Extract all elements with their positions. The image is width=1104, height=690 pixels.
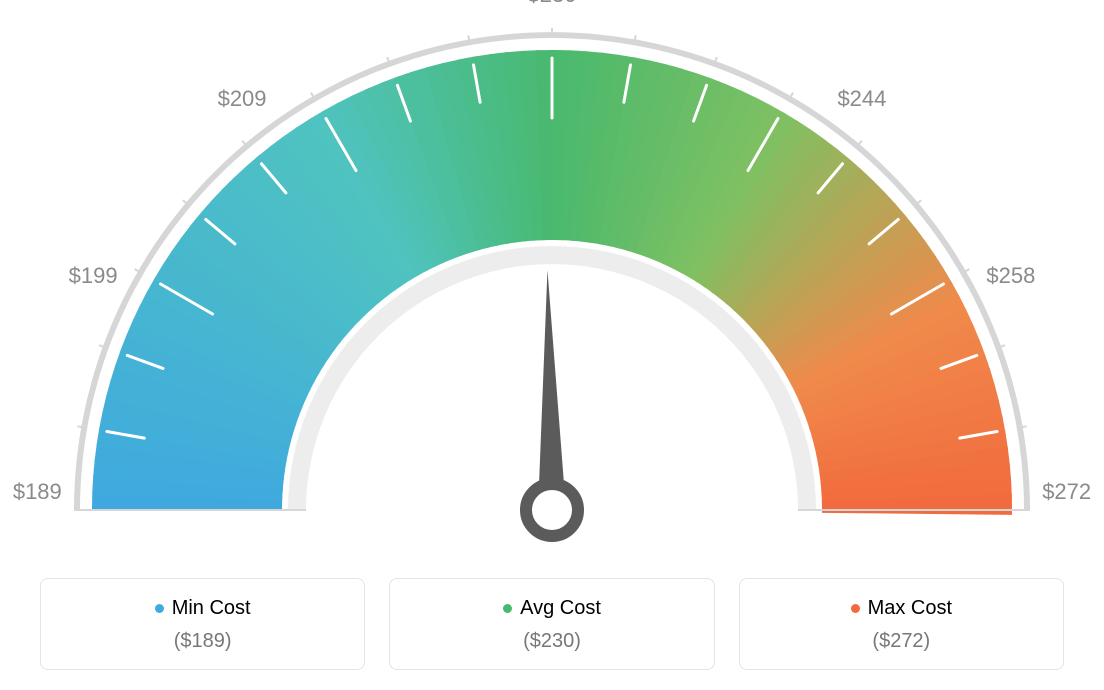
gauge-tick-label: $244 <box>837 86 886 112</box>
gauge-needle <box>538 270 566 510</box>
legend-avg: Avg Cost ($230) <box>389 578 714 670</box>
legend-min-label-row: Min Cost <box>155 597 251 620</box>
gauge-tick-label: $209 <box>218 86 267 112</box>
gauge-chart-container: $189 $199 $209 $230 $244 $258 $272 Min Cost ($… <box>0 0 1104 690</box>
legend-min-dot <box>155 604 164 613</box>
gauge-needle-hub <box>526 484 578 536</box>
legend-row: Min Cost ($189) Avg Cost ($230) Max Cost… <box>40 578 1064 670</box>
legend-min-label: Min Cost <box>172 597 251 620</box>
legend-max-dot <box>851 604 860 613</box>
legend-avg-value: ($230) <box>400 630 703 653</box>
gauge-tick-label: $199 <box>69 263 118 289</box>
legend-max: Max Cost ($272) <box>739 578 1064 670</box>
gauge-svg <box>0 0 1104 560</box>
legend-min: Min Cost ($189) <box>40 578 365 670</box>
legend-min-value: ($189) <box>51 630 354 653</box>
gauge-area: $189 $199 $209 $230 $244 $258 $272 <box>0 0 1104 560</box>
gauge-tick-label: $189 <box>13 479 62 505</box>
legend-avg-label: Avg Cost <box>520 597 601 620</box>
legend-avg-dot <box>503 604 512 613</box>
gauge-tick-label: $272 <box>1042 479 1091 505</box>
gauge-tick-label: $230 <box>528 0 577 8</box>
legend-max-value: ($272) <box>750 630 1053 653</box>
legend-max-label-row: Max Cost <box>851 597 952 620</box>
legend-max-label: Max Cost <box>868 597 952 620</box>
legend-avg-label-row: Avg Cost <box>503 597 601 620</box>
gauge-tick-label: $258 <box>986 263 1035 289</box>
